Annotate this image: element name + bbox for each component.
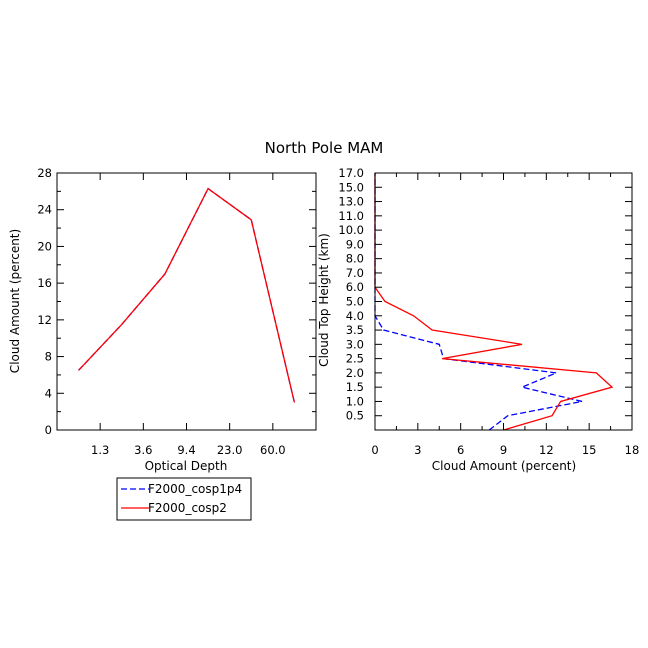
p2-ytick-label: 3.5 [346,323,364,337]
p2-ytick-label: 1.5 [346,380,364,394]
p2-ytick-label: 15.0 [338,180,364,194]
p2-ytick-label: 3.0 [346,337,364,351]
p2-ytick-label: 1.0 [346,394,364,408]
p1-series-line-2 [78,187,296,403]
p2-xtick-label: 18 [625,443,640,457]
cloud-top-height-panel: 0 3 6 9 12 15 18 0.51.01.52.02.53.03.54.05.06.0… [317,166,639,473]
legend-label-cosp2: F2000_cosp2 [148,501,227,515]
legend-label-cosp1p4: F2000_cosp1p4 [148,482,242,496]
p1-xtick-label: 1.3 [91,443,109,457]
p2-ytick-label: 4.0 [346,309,364,323]
p1-series-line-1 [78,187,296,403]
p2-ytick-label: 10.0 [338,223,364,237]
optical-depth-panel: 0 4 8 12 16 20 24 28 1.3 3.6 9.4 23.0 60.0 Optical D… [8,166,317,473]
p1-xtick-label: 60.0 [260,443,286,457]
p1-ytick-label: 0 [45,423,52,437]
optical-depth-ticks: 0 4 8 12 16 20 24 28 1.3 3.6 9.4 23.0 60.0 [37,166,317,457]
p1-ytick-label: 8 [45,350,52,364]
p1-ytick-label: 20 [37,239,52,253]
legend: F2000_cosp1p4 F2000_cosp2 [116,477,252,521]
optical-depth-series [78,187,296,403]
p2-xtick-label: 0 [371,443,378,457]
optical-depth-xlabel: Optical Depth [145,459,228,473]
p2-ytick-label: 5.0 [346,295,364,309]
p1-ytick-label: 16 [37,276,52,290]
cloud-top-height-plot-frame [374,172,633,431]
p1-ytick-label: 4 [45,386,52,400]
p1-ytick-label: 12 [37,313,52,327]
cloud-top-height-series [374,173,614,431]
cloud-top-height-ticks: 0 3 6 9 12 15 18 0.51.01.52.02.53.03.54.05.06.0… [338,166,639,457]
p2-ytick-label: 9.0 [346,237,364,251]
p2-ytick-label: 2.5 [346,352,364,366]
p2-ytick-label: 7.0 [346,266,364,280]
legend-box [116,477,252,521]
p1-xtick-label: 3.6 [134,443,152,457]
p2-ytick-label: 17.0 [338,166,364,180]
p2-xtick-label: 6 [457,443,464,457]
p2-series-line-2 [374,173,614,431]
optical-depth-plot-frame [56,172,317,431]
p2-xtick-label: 9 [500,443,507,457]
p2-ytick-label: 13.0 [338,195,364,209]
p1-xtick-label: 23.0 [217,443,243,457]
p2-xtick-label: 12 [539,443,554,457]
p2-ytick-label: 11.0 [338,209,364,223]
p1-ytick-label: 28 [37,166,52,180]
p2-ytick-label: 8.0 [346,252,364,266]
p2-xtick-label: 15 [582,443,597,457]
p2-ytick-label: 0.5 [346,409,364,423]
p2-xtick-label: 3 [414,443,421,457]
p1-ytick-label: 24 [37,203,52,217]
optical-depth-ylabel: Cloud Amount (percent) [8,229,22,373]
p1-xtick-label: 9.4 [177,443,195,457]
chart-title: North Pole MAM [265,139,384,157]
p2-series-line-1 [374,173,583,431]
p2-ytick-label: 2.0 [346,366,364,380]
cloud-top-height-xlabel: Cloud Amount (percent) [432,459,576,473]
p2-ytick-label: 6.0 [346,280,364,294]
cloud-top-height-ylabel: Cloud Top Height (km) [317,233,331,367]
